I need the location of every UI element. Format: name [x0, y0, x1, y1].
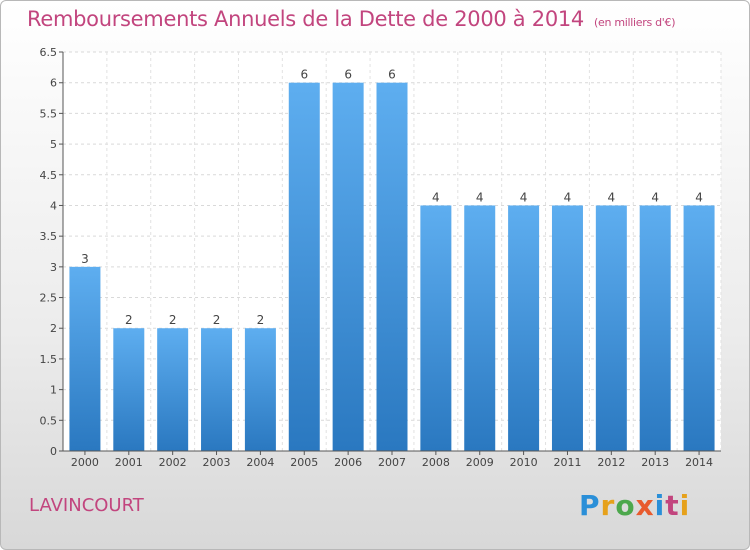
bar [683, 205, 715, 451]
x-tick-label: 2004 [246, 456, 274, 469]
y-tick-label: 1 [50, 384, 57, 397]
logo-letter: t [665, 489, 680, 522]
data-label: 4 [695, 190, 703, 204]
data-label: 4 [432, 190, 440, 204]
axes: 0 0.5 1 1.5 2 2.5 3 3.5 4 4.5 5 5.5 6 6.5 2000 2001 2002… [40, 46, 721, 469]
y-tick-label: 2.5 [40, 292, 58, 305]
x-tick-label: 2001 [115, 456, 143, 469]
bar [551, 205, 583, 451]
x-tick-label: 2014 [685, 456, 713, 469]
bar [157, 328, 189, 451]
logo-letter: r [600, 489, 616, 522]
x-tick-label: 2008 [422, 456, 450, 469]
bar [332, 82, 364, 451]
bars: 3 2 2 2 2 6 6 6 4 4 4 4 4 4 4 [69, 68, 715, 451]
data-label: 6 [300, 68, 308, 82]
y-tick-label: 0.5 [40, 414, 58, 427]
x-tick-label: 2009 [466, 456, 494, 469]
y-tick-label: 4.5 [40, 169, 58, 182]
logo-letter: P [579, 489, 601, 522]
data-label: 2 [169, 313, 177, 327]
y-tick-label: 6.5 [40, 46, 58, 59]
x-tick-label: 2010 [510, 456, 538, 469]
data-label: 4 [651, 190, 659, 204]
y-tick-label: 5.5 [40, 107, 58, 120]
data-label: 4 [476, 190, 484, 204]
bar [420, 205, 452, 451]
x-tick-label: 2003 [203, 456, 231, 469]
logo-letter: i [679, 489, 691, 522]
data-label: 2 [257, 313, 265, 327]
logo-letter: o [615, 489, 636, 522]
x-tick-label: 2000 [71, 456, 99, 469]
data-label: 2 [125, 313, 133, 327]
commune-name: LAVINCOURT [29, 495, 144, 516]
y-tick-label: 5 [50, 138, 57, 151]
x-tick-label: 2005 [290, 456, 318, 469]
data-label: 4 [564, 190, 572, 204]
x-tick-label: 2012 [597, 456, 625, 469]
x-tick-label: 2011 [553, 456, 581, 469]
bar [639, 205, 671, 451]
x-tick-label: 2007 [378, 456, 406, 469]
bar [464, 205, 496, 451]
logo-letter: i [654, 489, 666, 522]
data-label: 2 [213, 313, 221, 327]
title-unit: (en milliers d'€) [594, 16, 676, 29]
data-label: 3 [81, 252, 89, 266]
bar [508, 205, 540, 451]
y-tick-label: 2 [50, 322, 57, 335]
title-text: Remboursements Annuels de la Dette de 20… [27, 7, 584, 31]
bar [69, 266, 101, 451]
data-label: 4 [608, 190, 616, 204]
x-tick-label: 2002 [159, 456, 187, 469]
y-tick-label: 6 [50, 77, 57, 90]
proxiti-logo: Proxiti [579, 489, 690, 522]
y-tick-label: 0 [50, 445, 57, 458]
bar [376, 82, 408, 451]
bar [113, 328, 145, 451]
x-tick-label: 2013 [641, 456, 669, 469]
bar [288, 82, 320, 451]
logo-letter: x [635, 489, 655, 522]
x-tick-label: 2006 [334, 456, 362, 469]
bar [244, 328, 276, 451]
data-label: 4 [520, 190, 528, 204]
y-tick-label: 1.5 [40, 353, 58, 366]
data-label: 6 [344, 68, 352, 82]
y-tick-label: 4 [50, 199, 57, 212]
bar [201, 328, 233, 451]
bar [595, 205, 627, 451]
chart-title: Remboursements Annuels de la Dette de 20… [27, 7, 675, 31]
data-label: 6 [388, 68, 396, 82]
y-tick-label: 3.5 [40, 230, 58, 243]
y-tick-label: 3 [50, 261, 57, 274]
